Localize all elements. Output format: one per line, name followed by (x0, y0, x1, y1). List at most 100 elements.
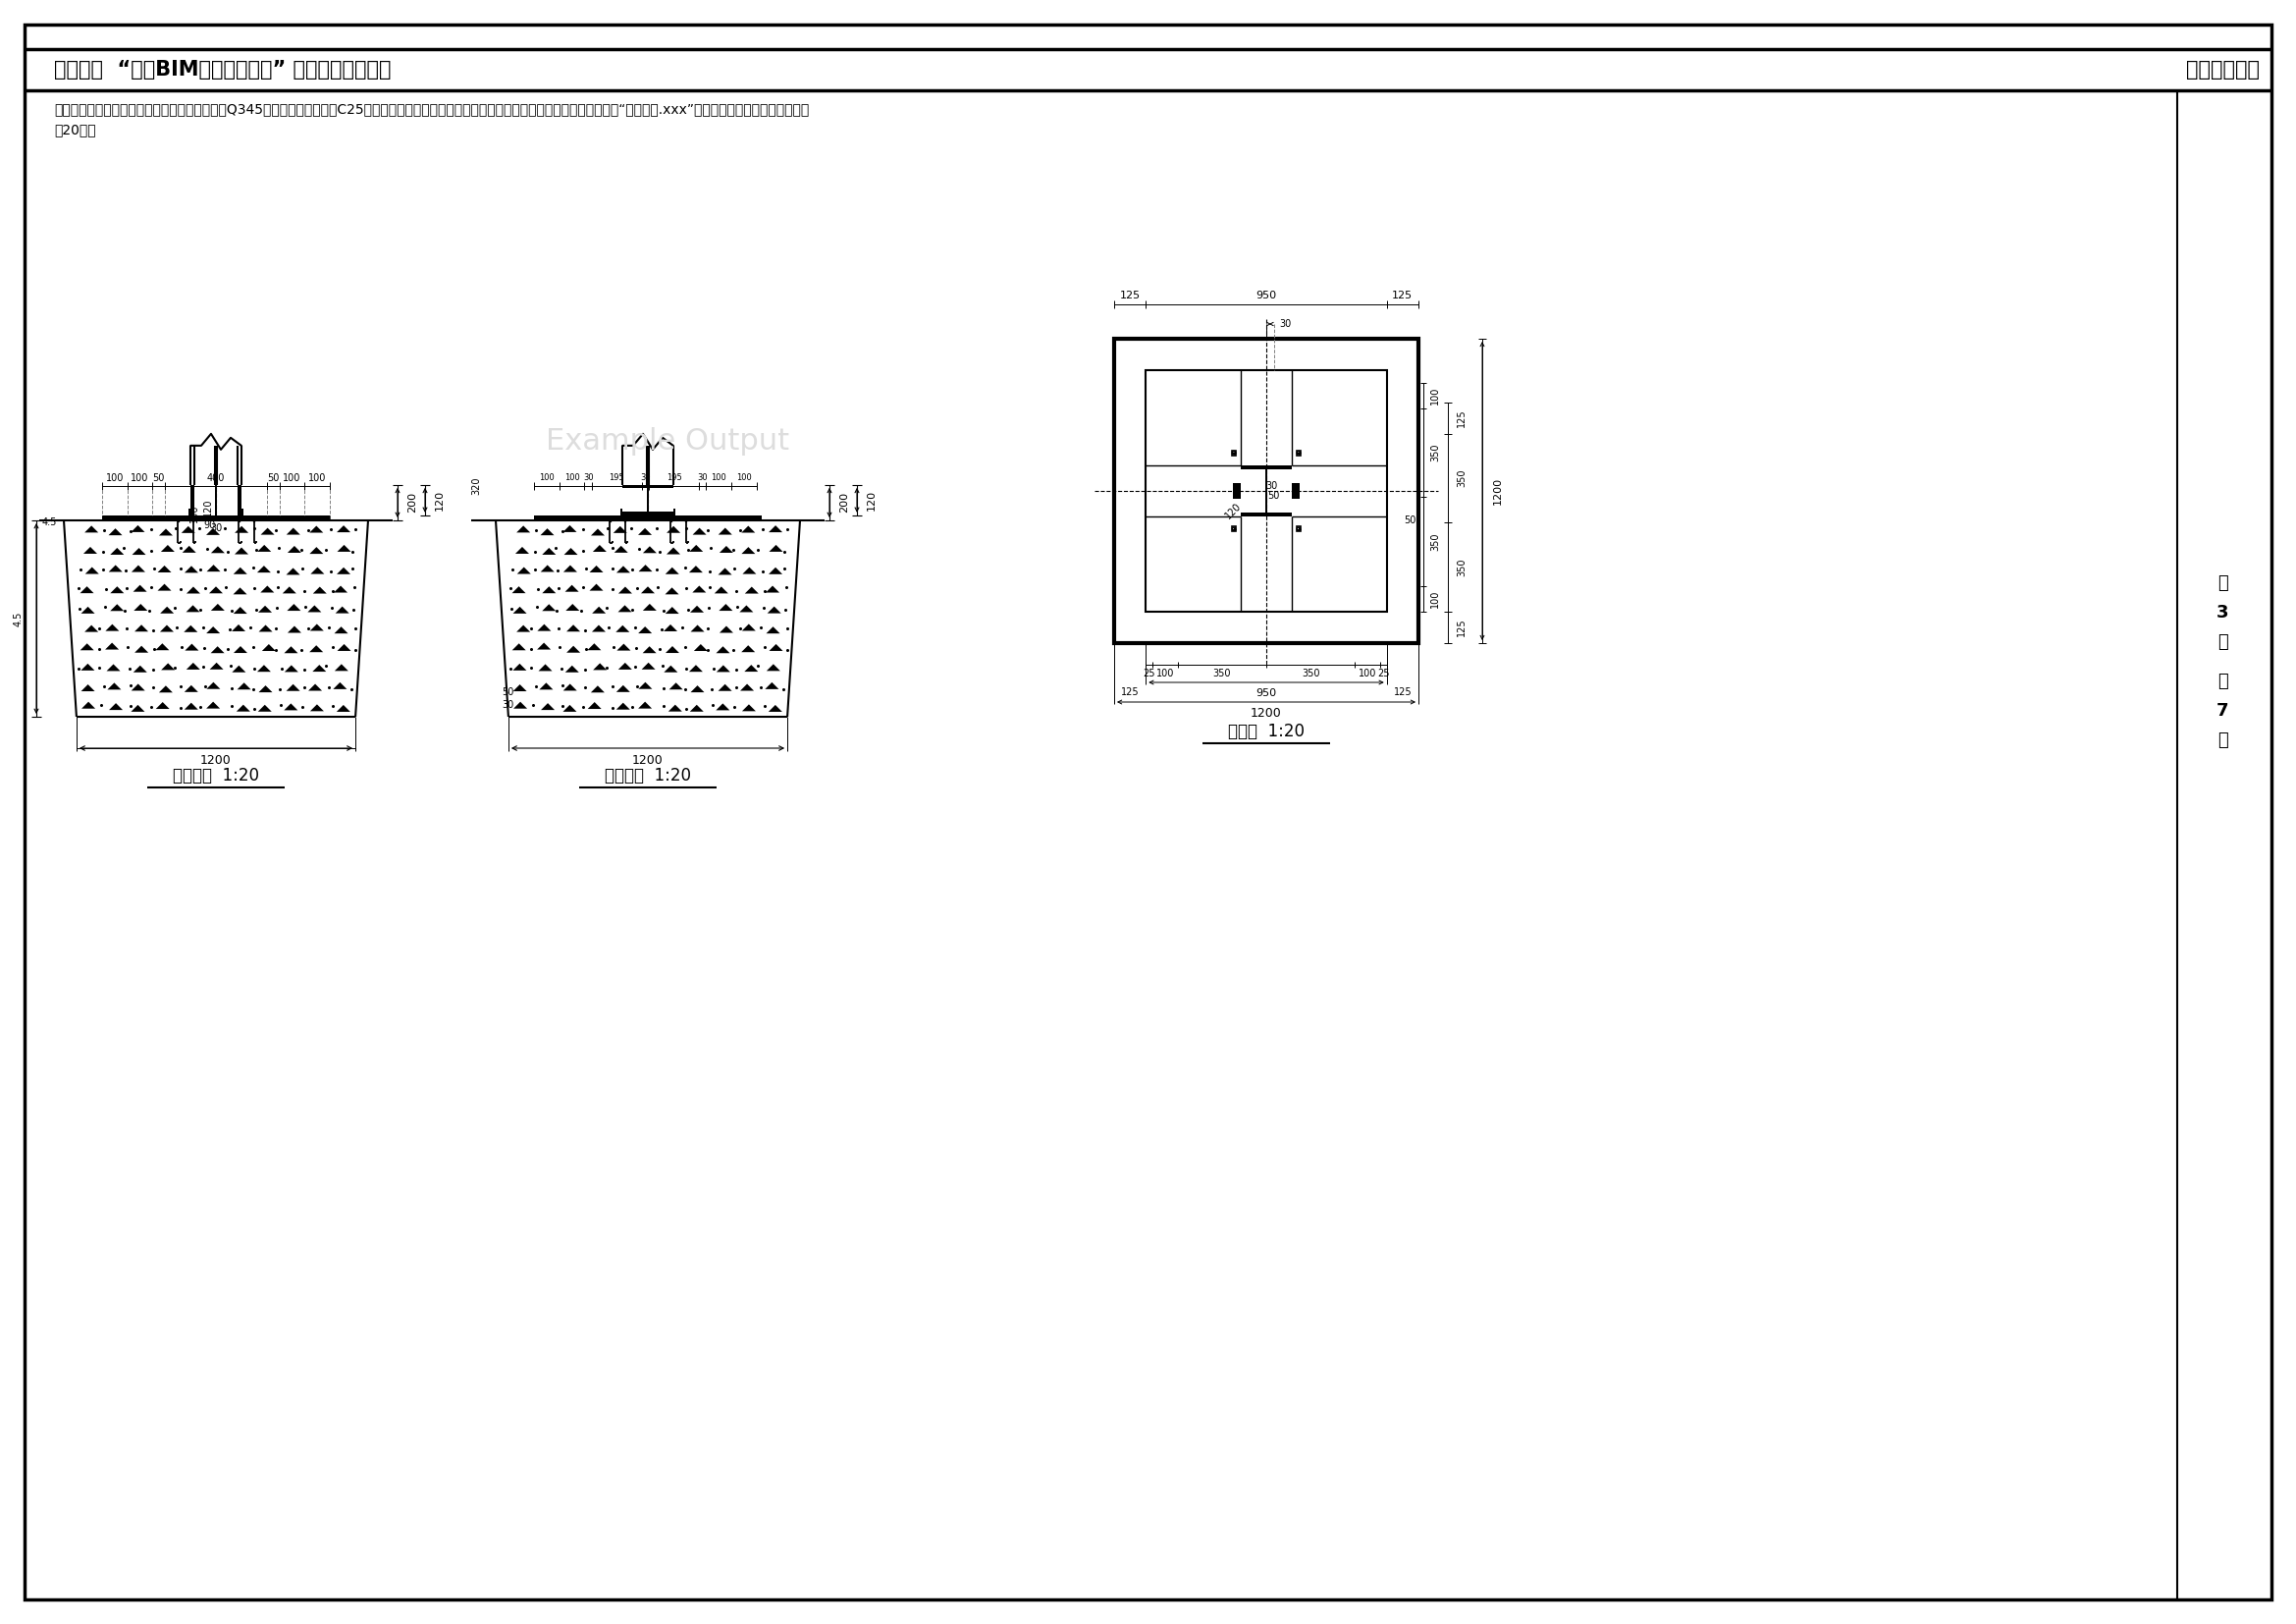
Polygon shape (540, 664, 553, 671)
Bar (239, 486, 241, 515)
Text: 350: 350 (1212, 669, 1231, 679)
Polygon shape (739, 684, 753, 690)
Polygon shape (131, 565, 145, 572)
Text: 350: 350 (1430, 443, 1440, 461)
Text: 50: 50 (1403, 515, 1417, 525)
Bar (1231, 450, 1235, 455)
Polygon shape (514, 702, 528, 708)
Polygon shape (716, 703, 730, 710)
Text: 100: 100 (131, 473, 149, 482)
Polygon shape (310, 567, 324, 573)
Polygon shape (590, 685, 604, 692)
Polygon shape (211, 646, 225, 653)
Polygon shape (232, 666, 246, 672)
Text: 正立面图  1:20: 正立面图 1:20 (172, 767, 259, 784)
Polygon shape (287, 546, 301, 552)
Polygon shape (186, 606, 200, 612)
Polygon shape (565, 547, 579, 555)
Polygon shape (133, 666, 147, 672)
Polygon shape (613, 526, 627, 533)
Text: 100: 100 (712, 474, 726, 482)
Polygon shape (135, 625, 149, 632)
Polygon shape (767, 664, 781, 671)
Bar (1297, 526, 1302, 531)
Polygon shape (207, 702, 220, 708)
Polygon shape (338, 526, 351, 533)
Polygon shape (131, 705, 145, 711)
Bar (507, 520, 788, 716)
Polygon shape (257, 544, 271, 552)
Polygon shape (767, 606, 781, 614)
Text: 30: 30 (1265, 481, 1277, 490)
Polygon shape (666, 607, 680, 614)
Polygon shape (666, 588, 680, 594)
Polygon shape (186, 586, 200, 593)
Text: 4.5: 4.5 (41, 518, 57, 528)
Text: 125: 125 (1456, 619, 1467, 637)
Polygon shape (333, 586, 347, 593)
Text: 50: 50 (154, 473, 165, 482)
Polygon shape (719, 546, 732, 552)
Polygon shape (769, 544, 783, 552)
Polygon shape (158, 685, 172, 692)
Polygon shape (285, 646, 298, 653)
Text: 350: 350 (1456, 469, 1467, 487)
Polygon shape (308, 606, 321, 612)
Polygon shape (161, 606, 174, 614)
Polygon shape (618, 663, 631, 669)
Polygon shape (259, 586, 273, 593)
Polygon shape (161, 625, 174, 632)
Polygon shape (540, 528, 553, 536)
Polygon shape (769, 645, 783, 651)
Text: 200: 200 (840, 492, 850, 513)
Polygon shape (641, 663, 654, 669)
Polygon shape (592, 663, 606, 671)
Polygon shape (542, 547, 556, 555)
Polygon shape (211, 604, 225, 611)
Polygon shape (287, 625, 301, 633)
Polygon shape (668, 705, 682, 711)
Text: 100: 100 (565, 474, 579, 482)
Text: 125: 125 (1120, 291, 1141, 300)
Polygon shape (287, 684, 301, 690)
Polygon shape (108, 682, 122, 690)
Polygon shape (588, 702, 602, 710)
Polygon shape (85, 567, 99, 573)
Bar (1233, 484, 1240, 499)
Text: 50: 50 (266, 473, 280, 482)
Polygon shape (512, 643, 526, 650)
Polygon shape (643, 604, 657, 611)
Polygon shape (664, 666, 677, 672)
Polygon shape (689, 565, 703, 573)
Text: 100: 100 (737, 474, 753, 482)
Polygon shape (310, 624, 324, 630)
Bar (647, 486, 650, 515)
Text: 三、请根据下图创建钢柱节点模型，钢材强度取Q345，底座混凝土标号为C25，底座深度、螺柱锚固深度及钢柱高度等自行选择合理值，请将模型以“钢柱节点.xxx”为文: 三、请根据下图创建钢柱节点模型，钢材强度取Q345，底座混凝土标号为C25，底座… (55, 102, 808, 115)
Polygon shape (338, 544, 351, 552)
Polygon shape (567, 625, 581, 632)
Polygon shape (517, 526, 530, 533)
Text: 30: 30 (501, 700, 514, 710)
Polygon shape (80, 607, 94, 614)
Text: 950: 950 (1256, 291, 1277, 300)
Polygon shape (282, 586, 296, 593)
Bar (1240, 466, 1293, 469)
Polygon shape (615, 703, 629, 710)
Polygon shape (335, 627, 349, 633)
Polygon shape (517, 567, 530, 573)
Text: 120: 120 (434, 490, 445, 510)
Polygon shape (615, 565, 629, 573)
Text: 第十四期  “全国BIM技能等级考试” 二级（结构）试题: 第十四期 “全国BIM技能等级考试” 二级（结构）试题 (55, 60, 390, 80)
Text: 950: 950 (1256, 689, 1277, 698)
Polygon shape (641, 586, 654, 593)
Bar (191, 486, 195, 515)
Bar (533, 515, 762, 520)
Polygon shape (691, 606, 705, 612)
Polygon shape (719, 528, 732, 534)
Polygon shape (310, 645, 324, 653)
Bar (216, 486, 218, 515)
Polygon shape (666, 547, 680, 554)
Text: 150: 150 (191, 503, 200, 521)
Polygon shape (563, 705, 576, 711)
Text: 7: 7 (2216, 702, 2229, 719)
